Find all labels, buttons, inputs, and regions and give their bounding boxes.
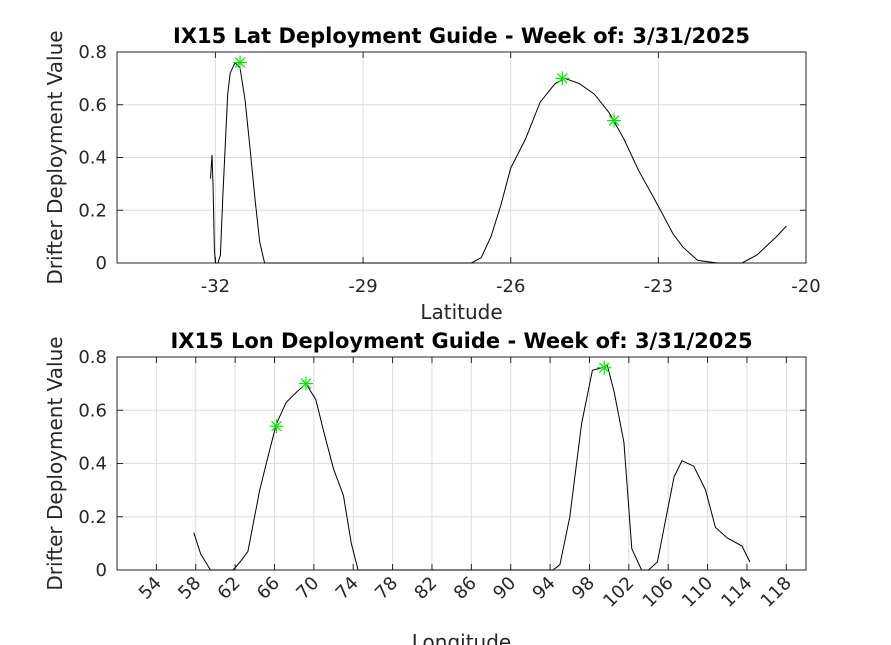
lon-series-line [193,364,751,571]
lat-highlight-marker [607,113,622,128]
lon-x-tick-label: 58 [174,573,205,604]
lon-chart-title: IX15 Lon Deployment Guide - Week of: 3/3… [170,329,752,353]
lon-x-tick-label: 74 [332,573,363,604]
lon-x-tick-label: 62 [214,573,245,604]
lat-grid [117,51,807,264]
lat-x-axis-label: Latitude [420,300,502,324]
lon-x-tick-label: 110 [678,573,717,612]
lon-highlight-marker [269,419,284,434]
lon-marker-stroke [598,362,610,373]
lat-marker-stroke [608,115,620,126]
lat-y-tick-label: 0.4 [78,148,107,169]
lat-marker-stroke [234,57,246,68]
lon-x-tick-label: 114 [717,573,756,612]
lat-highlight-marker [233,55,248,70]
lon-y-tick-label: 0.8 [78,347,107,368]
lon-x-axis-label: Longitude [412,630,511,645]
lat-series-line [210,61,787,264]
lat-marker-stroke [557,73,568,84]
lon-y-axis-label: Drifter Deployment Value [43,336,67,590]
lon-x-tick-label: 82 [410,573,441,604]
lon-y-tick-label: 0.4 [78,454,107,475]
lon-highlight-marker [597,360,612,375]
lon-highlight-marker [298,376,313,391]
lat-axes: -32 -29 -26 -23 -20 0 0.2 0.4 0.6 0.8 IX15 Lat De… [43,24,821,324]
lon-y-tick-label: 0 [96,560,107,581]
lon-marker-stroke [300,378,312,389]
lon-x-tick-label: 118 [757,573,796,612]
lon-ticks: 54 58 62 66 70 74 78 82 86 90 94 98 102 106 110 114 118 0… [78,347,806,612]
lat-y-tick-label: 0 [96,253,107,274]
lat-ticks: -32 -29 -26 -23 -20 0 0.2 0.4 0.6 0.8 [78,42,820,297]
lat-y-axis-label: Drifter Deployment Value [43,30,67,284]
lon-marker-stroke [271,420,282,432]
lon-x-tick-label: 70 [292,573,323,604]
lon-x-tick-label: 98 [568,573,599,604]
lat-x-tick-label: -32 [201,276,230,297]
lat-x-tick-label: -23 [644,276,673,297]
lon-grid [117,356,806,571]
lon-y-tick-label: 0.2 [78,507,107,528]
lat-x-tick-label: -26 [496,276,525,297]
lon-x-tick-label: 54 [135,573,166,604]
lat-highlight-marker [555,71,570,86]
lon-x-tick-label: 66 [253,573,284,604]
lon-x-tick-label: 78 [371,573,402,604]
lat-chart-title: IX15 Lat Deployment Guide - Week of: 3/3… [173,24,750,48]
lat-y-tick-label: 0.6 [78,95,107,116]
lon-x-tick-label: 94 [529,573,560,604]
lon-x-tick-label: 86 [450,573,481,604]
lat-y-tick-label: 0.8 [78,42,107,63]
lat-y-tick-label: 0.2 [78,200,107,221]
lat-x-tick-label: -20 [791,276,820,297]
lon-x-tick-label: 90 [489,573,520,604]
lat-x-tick-label: -29 [348,276,377,297]
lat-plot-area [210,55,787,264]
lon-axes: 54 58 62 66 70 74 78 82 86 90 94 98 102 106 110 114 118 0… [43,329,807,645]
lon-y-tick-label: 0.6 [78,400,107,421]
lon-x-tick-label: 106 [639,573,678,612]
lon-x-tick-label: 102 [599,573,638,612]
lon-plot-area [193,360,751,571]
